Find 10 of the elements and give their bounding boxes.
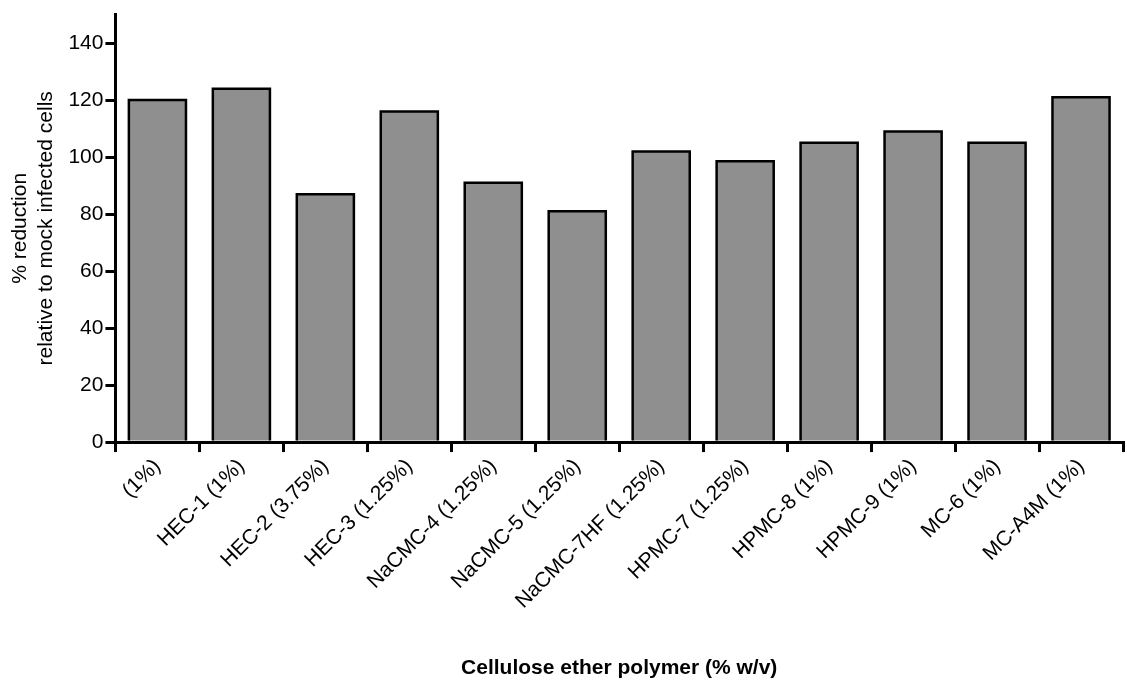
y-tick-label: 140 (68, 29, 104, 53)
y-tick-label: 20 (80, 371, 104, 395)
y-tick-label: 100 (68, 143, 104, 167)
y-tick-label: 60 (80, 257, 104, 281)
y-tick-label: 0 (91, 428, 104, 452)
x-axis-title: Cellulose ether polymer (% w/v) (461, 655, 778, 679)
y-tick-label: 120 (68, 86, 104, 110)
y-tick-label: 40 (80, 314, 104, 338)
y-tick-label: 80 (80, 200, 104, 224)
y-axis-title: % reduction relative to mock infected cells (7, 91, 56, 366)
